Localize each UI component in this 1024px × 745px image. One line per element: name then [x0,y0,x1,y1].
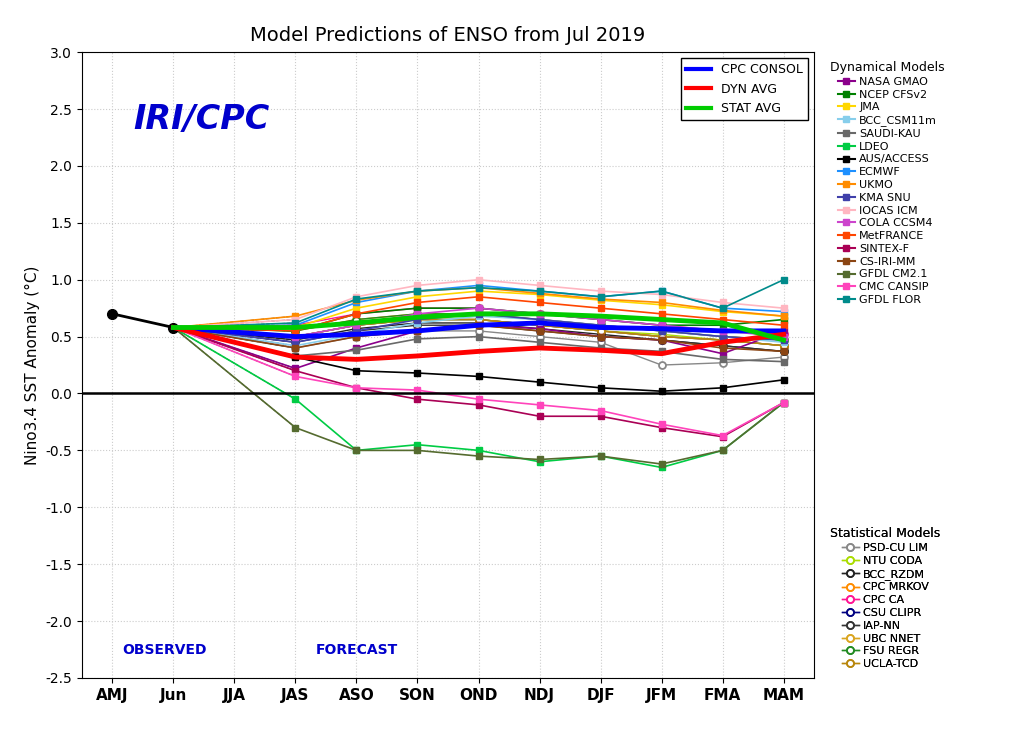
Legend: PSD-CU LIM, NTU CODA, BCC_RZDM, CPC MRKOV, CPC CA, CSU CLIPR, IAP-NN, UBC NNET, : PSD-CU LIM, NTU CODA, BCC_RZDM, CPC MRKO… [827,524,944,673]
Text: IRI/CPC: IRI/CPC [134,104,270,136]
Text: OBSERVED: OBSERVED [122,644,207,658]
Title: Model Predictions of ENSO from Jul 2019: Model Predictions of ENSO from Jul 2019 [251,26,645,45]
Text: FORECAST: FORECAST [315,644,397,658]
Y-axis label: Nino3.4 SST Anomaly (°C): Nino3.4 SST Anomaly (°C) [25,265,40,465]
